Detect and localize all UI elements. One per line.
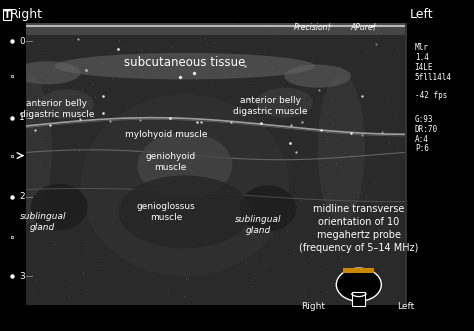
- Bar: [26, 17, 405, 35]
- Text: Left: Left: [397, 302, 414, 311]
- Text: geniohyoid
muscle: geniohyoid muscle: [146, 152, 196, 172]
- Text: Left: Left: [410, 8, 434, 22]
- Ellipse shape: [81, 94, 289, 276]
- Text: Right: Right: [301, 302, 325, 311]
- Bar: [408, 0, 474, 331]
- Ellipse shape: [55, 53, 315, 79]
- Ellipse shape: [5, 74, 52, 223]
- Text: subcutaneous tissue: subcutaneous tissue: [124, 56, 246, 70]
- Text: 2: 2: [19, 192, 25, 202]
- Text: sublingual
gland: sublingual gland: [235, 215, 282, 235]
- Ellipse shape: [336, 268, 381, 301]
- Ellipse shape: [256, 88, 313, 118]
- Text: I4LE: I4LE: [415, 63, 433, 72]
- Text: midline transverse
orientation of 10
megahertz probe
(frequency of 5–14 MHz): midline transverse orientation of 10 meg…: [299, 204, 419, 253]
- Bar: [405, 17, 407, 305]
- Text: Mlr: Mlr: [415, 43, 428, 53]
- Text: -42 fps: -42 fps: [415, 91, 447, 101]
- Bar: [26, 17, 405, 305]
- Bar: [352, 292, 365, 306]
- Ellipse shape: [39, 89, 94, 119]
- Text: anterior belly
digastric muscle: anterior belly digastric muscle: [19, 99, 94, 119]
- Ellipse shape: [31, 184, 88, 230]
- Bar: [343, 268, 374, 273]
- Text: Precision†: Precision†: [294, 22, 332, 31]
- Text: 0: 0: [19, 37, 25, 46]
- Text: 3: 3: [19, 272, 25, 281]
- Text: 5fll14l4: 5fll14l4: [415, 73, 452, 82]
- Text: 1: 1: [19, 113, 25, 122]
- Bar: [0, 0, 26, 331]
- Text: T: T: [4, 10, 10, 20]
- Text: APure†: APure†: [351, 22, 377, 31]
- Text: anterior belly
digastric muscle: anterior belly digastric muscle: [233, 96, 308, 116]
- Text: mylohyoid muscle: mylohyoid muscle: [125, 129, 207, 139]
- Text: genioglossus
muscle: genioglossus muscle: [137, 202, 195, 222]
- Ellipse shape: [284, 65, 351, 88]
- Ellipse shape: [239, 185, 296, 232]
- Text: 1.4: 1.4: [415, 53, 428, 63]
- Ellipse shape: [137, 132, 232, 199]
- Ellipse shape: [118, 175, 251, 248]
- Text: sublingual
gland: sublingual gland: [19, 212, 66, 232]
- Bar: [0, 0, 474, 23]
- Text: G:93: G:93: [415, 115, 433, 124]
- Text: DR:70: DR:70: [415, 124, 438, 134]
- Text: P:6: P:6: [415, 144, 428, 154]
- Ellipse shape: [318, 74, 365, 223]
- Ellipse shape: [14, 61, 81, 84]
- Text: A:4: A:4: [415, 134, 428, 144]
- Text: Right: Right: [9, 8, 43, 22]
